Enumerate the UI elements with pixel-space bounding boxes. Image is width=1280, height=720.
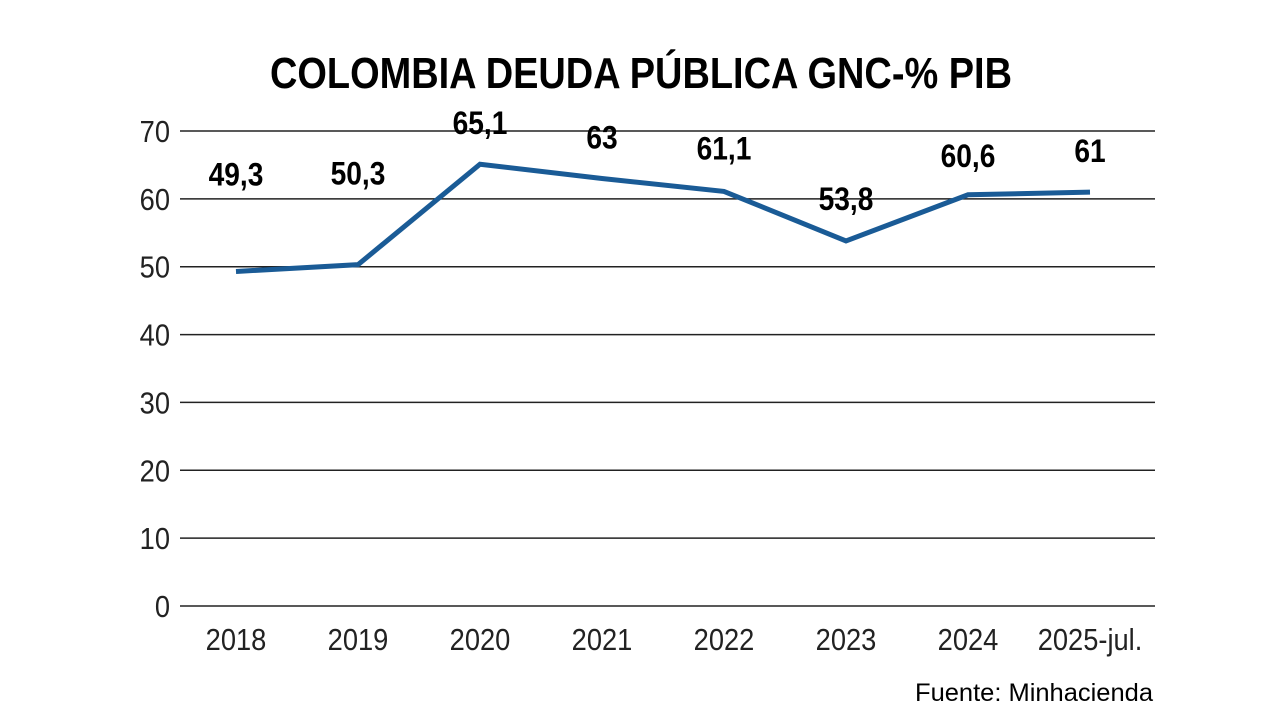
x-tick-label: 2021 bbox=[572, 623, 633, 657]
series-line bbox=[235, 161, 1091, 274]
y-tick-label: 40 bbox=[140, 319, 170, 353]
y-tick-label: 20 bbox=[140, 455, 170, 489]
x-tick-label: 2022 bbox=[694, 623, 755, 657]
y-tick-label: 30 bbox=[140, 387, 170, 421]
data-label: 49,3 bbox=[209, 158, 264, 193]
y-tick-label: 0 bbox=[155, 590, 170, 624]
x-tick-label: 2023 bbox=[816, 623, 877, 657]
x-tick-label: 2024 bbox=[938, 623, 999, 657]
x-tick-label: 2019 bbox=[328, 623, 389, 657]
data-label: 65,1 bbox=[453, 107, 508, 142]
y-tick-label: 10 bbox=[140, 523, 170, 557]
data-label: 61 bbox=[1074, 134, 1105, 169]
data-label: 60,6 bbox=[941, 139, 996, 174]
y-tick-label: 70 bbox=[140, 115, 170, 149]
data-label: 50,3 bbox=[331, 157, 386, 192]
chart-title: COLOMBIA DEUDA PÚBLICA GNC-% PIB bbox=[270, 48, 1012, 98]
data-label: 63 bbox=[586, 121, 617, 156]
x-tick-label: 2025-jul. bbox=[1038, 623, 1143, 657]
y-tick-label: 50 bbox=[140, 251, 170, 285]
source-note: Fuente: Minhacienda bbox=[915, 679, 1153, 707]
x-tick-label: 2020 bbox=[450, 623, 511, 657]
y-tick-label: 60 bbox=[140, 183, 170, 217]
data-label: 61,1 bbox=[697, 132, 752, 167]
x-tick-label: 2018 bbox=[206, 623, 267, 657]
data-label: 53,8 bbox=[819, 182, 874, 217]
